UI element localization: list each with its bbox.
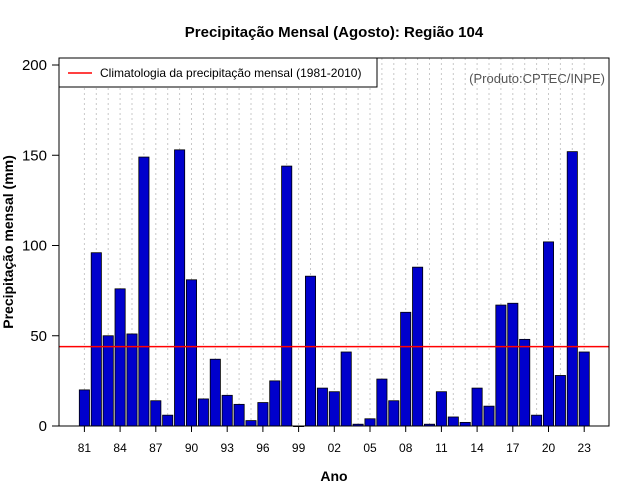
bar-15 bbox=[483, 405, 495, 427]
bar-14 bbox=[471, 387, 483, 427]
bar-97 bbox=[269, 380, 281, 427]
bar-88 bbox=[162, 414, 174, 427]
bar-07 bbox=[388, 400, 400, 427]
legend-box bbox=[58, 57, 378, 88]
x-tick-label: 20 bbox=[542, 441, 556, 455]
bar-81 bbox=[78, 389, 90, 427]
bar-17 bbox=[507, 302, 519, 427]
bar-94 bbox=[233, 403, 245, 427]
x-tick-label: 90 bbox=[185, 441, 199, 455]
bar-03 bbox=[340, 351, 352, 427]
bar-23 bbox=[578, 351, 590, 427]
bar-89 bbox=[174, 149, 186, 427]
x-tick-label: 17 bbox=[506, 441, 520, 455]
chart-title: Precipitação Mensal (Agosto): Região 104 bbox=[185, 24, 484, 41]
bar-18 bbox=[519, 338, 531, 427]
y-tick-label: 0 bbox=[39, 418, 47, 435]
bar-82 bbox=[90, 252, 102, 427]
y-axis: 0 50 100 150 200 bbox=[22, 57, 59, 435]
bar-92 bbox=[209, 358, 221, 427]
y-tick-label: 100 bbox=[22, 238, 47, 255]
bar-93 bbox=[221, 394, 233, 427]
x-tick-label: 14 bbox=[470, 441, 484, 455]
y-tick-label: 150 bbox=[22, 147, 47, 164]
bar-02 bbox=[328, 391, 340, 427]
y-tick-label: 200 bbox=[22, 57, 47, 74]
bar-12 bbox=[447, 416, 459, 427]
bar-83 bbox=[102, 335, 114, 427]
x-tick-label: 11 bbox=[435, 441, 448, 455]
credit-label: (Produto:CPTEC/INPE) bbox=[469, 71, 605, 86]
bar-16 bbox=[495, 304, 507, 427]
bar-90 bbox=[185, 279, 197, 427]
legend-label: Climatologia da precipitação mensal (198… bbox=[100, 66, 361, 80]
legend: Climatologia da precipitação mensal (198… bbox=[58, 57, 378, 88]
x-tick-label: 84 bbox=[113, 441, 127, 455]
x-tick-label: 81 bbox=[78, 441, 92, 455]
x-axis-title: Ano bbox=[320, 468, 347, 484]
bar-00 bbox=[304, 275, 316, 427]
y-tick-label: 50 bbox=[30, 328, 47, 345]
bar-series bbox=[78, 149, 590, 428]
bar-20 bbox=[543, 241, 555, 427]
bar-11 bbox=[435, 391, 447, 427]
bar-85 bbox=[126, 333, 138, 427]
bar-08 bbox=[400, 311, 412, 427]
bar-06 bbox=[376, 378, 388, 427]
bar-13 bbox=[459, 421, 471, 427]
x-tick-label: 23 bbox=[578, 441, 592, 455]
bar-87 bbox=[150, 400, 162, 427]
bar-84 bbox=[114, 288, 126, 427]
bar-86 bbox=[138, 156, 150, 427]
x-tick-label: 96 bbox=[256, 441, 270, 455]
x-tick-label: 99 bbox=[292, 441, 306, 455]
y-axis-title: Precipitação mensal (mm) bbox=[0, 155, 16, 329]
bar-98 bbox=[281, 165, 293, 427]
x-tick-label: 08 bbox=[399, 441, 413, 455]
bar-95 bbox=[245, 420, 257, 427]
bar-21 bbox=[554, 375, 566, 427]
bar-91 bbox=[197, 398, 209, 427]
x-tick-label: 87 bbox=[149, 441, 163, 455]
bar-19 bbox=[531, 414, 543, 427]
x-tick-label: 05 bbox=[363, 441, 377, 455]
bar-01 bbox=[316, 387, 328, 427]
x-tick-label: 93 bbox=[221, 441, 235, 455]
bar-96 bbox=[257, 402, 269, 427]
bar-05 bbox=[364, 418, 376, 427]
x-tick-label: 02 bbox=[328, 441, 342, 455]
bar-22 bbox=[566, 151, 578, 427]
x-axis: 81 84 87 90 93 96 99 02 05 08 11 14 17 20 23 bbox=[78, 426, 591, 455]
